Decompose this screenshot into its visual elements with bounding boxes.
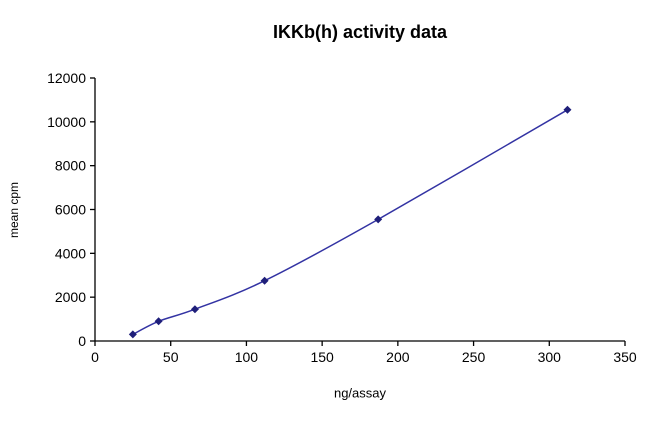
series-line [132, 109, 568, 336]
diamond-marker [563, 105, 572, 114]
x-tick-label: 150 [310, 349, 334, 365]
tick-labels: 0 50 100 150 200 250 300 350 0 2000 4000 6000 8000 10… [47, 70, 637, 365]
y-axis-label: mean cpm [7, 181, 21, 239]
x-tick-label: 350 [613, 349, 637, 365]
diamond-marker [260, 276, 269, 285]
diamond-marker [154, 317, 163, 326]
x-tick-label: 0 [91, 349, 99, 365]
diamond-marker [128, 330, 137, 339]
axes [90, 77, 626, 346]
x-tick-label: 300 [538, 349, 562, 365]
x-axis-label: ng/assay [333, 385, 387, 401]
chart-title: IKKb(h) activity data [272, 22, 448, 42]
y-tick-label: 10000 [47, 114, 86, 130]
y-tick-label: 12000 [47, 70, 86, 86]
y-tick-label: 8000 [55, 158, 86, 174]
x-tick-label: 200 [386, 349, 410, 365]
y-tick-label: 2000 [55, 289, 86, 305]
diamond-marker [190, 305, 199, 314]
x-tick-label: 100 [235, 349, 259, 365]
x-tick-label: 250 [462, 349, 486, 365]
y-tick-label: 6000 [55, 202, 86, 218]
diamond-marker [374, 215, 383, 224]
y-tick-label: 4000 [55, 245, 86, 261]
y-tick-label: 0 [78, 333, 86, 349]
x-tick-label: 50 [163, 349, 179, 365]
series-markers [128, 105, 572, 339]
